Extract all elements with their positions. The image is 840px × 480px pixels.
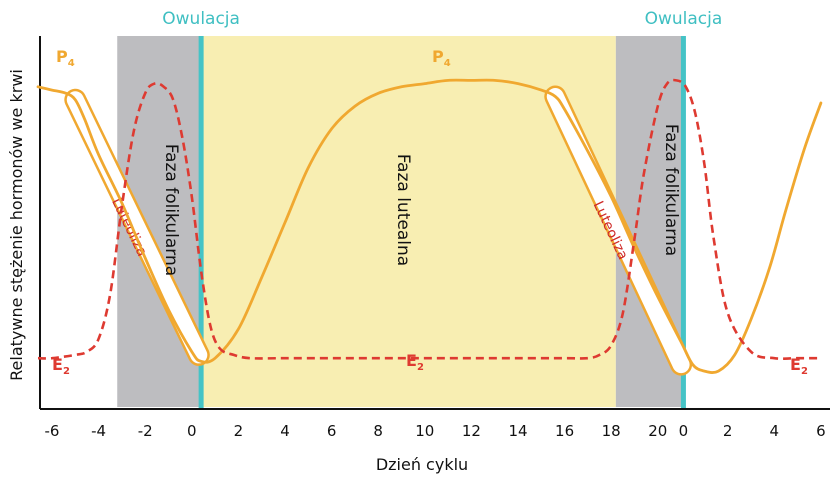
x-tick-label: -4 <box>91 422 106 440</box>
y-axis-title: Relatywne stężenie hormonów we krwi <box>7 69 26 381</box>
x-tick-label: 2 <box>723 422 733 440</box>
ovulation-markers: Owulacja Owulacja <box>162 9 722 409</box>
x-tick-label: 8 <box>373 422 383 440</box>
ovulation-line-0 <box>198 36 204 409</box>
x-tick-labels: -6 -4 -2 0 2 4 6 8 10 12 14 16 18 20 0 2 4 6 <box>45 422 826 440</box>
series-line-p4 <box>36 78 823 374</box>
series-line-e2 <box>37 78 821 360</box>
x-tick-label: 6 <box>327 422 337 440</box>
luteolysis-fill <box>546 88 690 374</box>
x-tick-label: 20 <box>648 422 667 440</box>
phase-label-2: Faza folikularna <box>661 124 681 256</box>
x-tick-label: 12 <box>462 422 481 440</box>
phase-label-0: Faza folikularna <box>161 144 181 276</box>
ovulation-label-1: Owulacja <box>645 9 723 29</box>
phase-label-1: Faza lutealna <box>393 154 413 266</box>
series-lines <box>36 78 823 374</box>
series-label-p4-0: P4 <box>56 47 75 69</box>
x-tick-label: -6 <box>45 422 60 440</box>
x-tick-label: 2 <box>234 422 244 440</box>
x-tick-label: 0 <box>187 422 197 440</box>
luteolysis-fill <box>66 91 208 364</box>
series-label-e2-0: E2 <box>52 355 70 377</box>
x-tick-label: 0 <box>679 422 689 440</box>
axes <box>39 36 830 410</box>
x-tick-label: 4 <box>280 422 290 440</box>
x-tick-label: 10 <box>415 422 434 440</box>
x-tick-label: 18 <box>602 422 621 440</box>
x-tick-label: 16 <box>555 422 574 440</box>
x-axis-title: Dzień cyklu <box>376 455 468 474</box>
ovulation-line-1 <box>680 36 686 409</box>
x-tick-label: 6 <box>816 422 826 440</box>
x-tick-label: 4 <box>770 422 780 440</box>
ovulation-label-0: Owulacja <box>162 9 240 29</box>
series-label-e2-2: E2 <box>790 355 808 377</box>
x-tick-label: 14 <box>508 422 527 440</box>
x-tick-label: -2 <box>138 422 153 440</box>
